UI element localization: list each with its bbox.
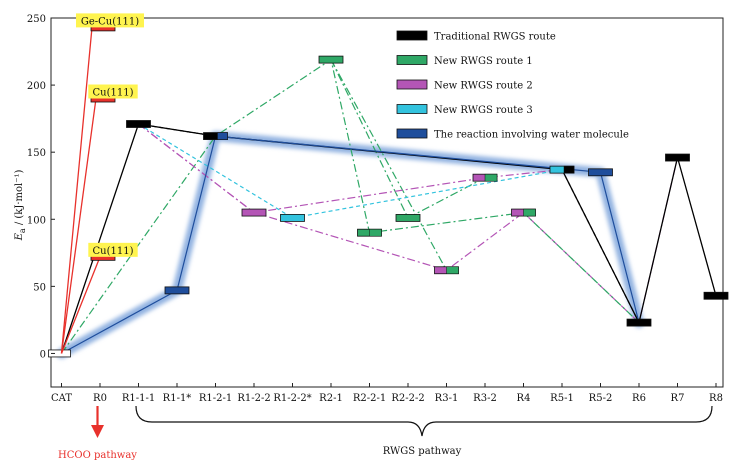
- energy-level-bar: [395, 214, 421, 222]
- hcoo-arrowhead-icon: [91, 425, 104, 438]
- y-tick-label: 50: [33, 282, 46, 293]
- y-tick-label: 200: [27, 81, 46, 92]
- hcoo-label-highlight: [88, 242, 138, 257]
- energy-level-bar: [280, 214, 305, 222]
- x-tick-label: R1-2-2*: [273, 393, 311, 404]
- x-tick-label: R2-2-1: [353, 393, 386, 404]
- x-tick-label: CAT: [51, 393, 72, 404]
- legend-label: Traditional RWGS route: [434, 32, 556, 43]
- y-axis-label-sub: a: [18, 228, 27, 233]
- y-axis-label: Ea / (kJ·mol⁻¹): [14, 169, 27, 241]
- hcoo-route-line: [60, 98, 97, 354]
- x-tick-label: R1-1-1: [122, 393, 155, 404]
- x-tick-label: R2-1: [319, 393, 343, 404]
- y-tick-label: 150: [27, 148, 46, 159]
- x-tick-label: R0: [93, 393, 107, 404]
- x-tick-label: R7: [671, 393, 685, 404]
- y-ticks: 0 50 100 150 200 250: [27, 14, 55, 360]
- y-tick-label: 0: [40, 349, 46, 360]
- x-tick-label: R5-2: [589, 393, 613, 404]
- y-axis-label-unit: / (kJ·mol⁻¹): [14, 169, 25, 228]
- hcoo-pathway-label: HCOO pathway: [58, 450, 137, 461]
- energy-level-bar: [126, 120, 151, 128]
- energy-level-accent: [217, 132, 228, 140]
- legend-label: New RWGS route 1: [434, 56, 533, 67]
- x-tick-label: R1-2-1: [199, 393, 232, 404]
- rwgs-brace: [135, 405, 713, 437]
- energy-level-bar: [48, 349, 71, 358]
- legend: Traditional RWGS route New RWGS route 1 Ne…: [396, 30, 629, 141]
- route-connector-line: [330, 59, 448, 271]
- hcoo-label-highlight: [88, 84, 138, 99]
- y-axis-label-main: E: [14, 232, 25, 241]
- energy-level-accent: [523, 208, 536, 217]
- hcoo-level-label: Ge-Cu(111): [81, 16, 139, 27]
- x-tick-label: R3-1: [435, 393, 459, 404]
- energy-level-bar: [626, 318, 652, 327]
- legend-swatch: [396, 128, 428, 139]
- legend-label: New RWGS route 2: [434, 81, 533, 92]
- x-tick-label: R8: [709, 393, 723, 404]
- hcoo-level-label: Cu(111): [93, 88, 134, 99]
- x-tick-label: R1-1*: [163, 393, 192, 404]
- plot-frame: [50, 17, 724, 388]
- energy-level-accent: [446, 266, 459, 275]
- legend-swatch: [396, 79, 428, 90]
- y-tick-label: 100: [27, 215, 46, 226]
- x-ticks: CAT R0 R1-1-1 R1-1* R1-2-1 R1-2-2 R1-2-2* R2-1 R…: [51, 383, 723, 404]
- x-tick-label: R3-2: [473, 393, 497, 404]
- route-lines: [60, 58, 717, 355]
- energy-level-bar: [703, 291, 729, 300]
- energy-level-bar: [588, 168, 613, 177]
- energy-level-bar: [665, 153, 690, 162]
- legend-label: New RWGS route 3: [434, 105, 533, 116]
- energy-level-bar: [241, 208, 267, 217]
- hcoo-levels: Ge-Cu(111) Cu(111) Cu(111): [60, 13, 144, 354]
- legend-swatch: [396, 104, 428, 114]
- hcoo-label-highlight: [76, 13, 144, 28]
- legend-swatch: [396, 30, 428, 41]
- x-tick-label: R5-1: [550, 393, 574, 404]
- x-tick-label: R2-2-2: [391, 393, 424, 404]
- energy-level-accent: [484, 173, 498, 182]
- energy-levels: [48, 55, 729, 358]
- hcoo-route-line: [60, 27, 93, 354]
- energy-level-bar: [164, 286, 190, 295]
- y-tick-label: 250: [27, 14, 46, 25]
- series-line-1: [61, 58, 640, 354]
- x-tick-label: R6: [632, 393, 646, 404]
- pathway-annotations: HCOO pathway RWGS pathway: [58, 405, 713, 461]
- energy-level-accent: [369, 228, 382, 237]
- series-line-2: [138, 123, 563, 214]
- x-tick-label: R1-2-2: [237, 393, 270, 404]
- energy-level-bar: [318, 55, 344, 64]
- legend-swatch: [396, 55, 428, 65]
- hcoo-level-label: Cu(111): [93, 246, 134, 257]
- legend-label: The reaction involving water molecule: [434, 130, 629, 141]
- energy-level-accent: [563, 165, 575, 174]
- x-tick-label: R4: [517, 393, 531, 404]
- rwgs-pathway-label: RWGS pathway: [383, 446, 462, 457]
- hcoo-route-line: [60, 256, 101, 354]
